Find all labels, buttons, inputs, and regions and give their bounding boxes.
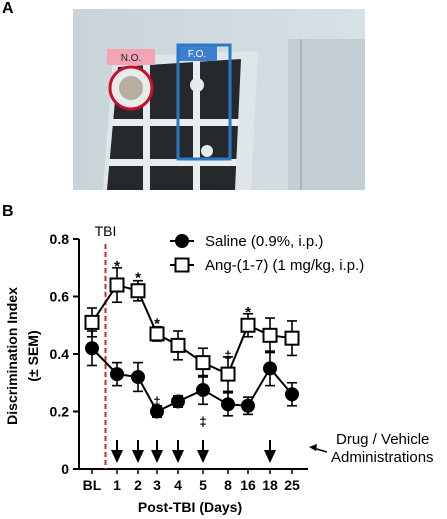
y-axis-title: Discrimination Index <box>4 287 20 425</box>
floor-grid-line <box>143 65 150 190</box>
significance-star: * <box>245 304 251 321</box>
floor-grid-line <box>109 159 237 166</box>
novel-object-tag <box>107 49 155 65</box>
familiar-object-bottom <box>201 145 213 157</box>
drug-arrow-head <box>132 450 144 463</box>
drug-arrow-head <box>172 450 184 463</box>
familiar-object-box <box>176 43 232 161</box>
ang-point <box>240 317 256 333</box>
significance-star: * <box>135 269 141 286</box>
y-tick-label: 0.8 <box>50 231 70 247</box>
panel-a-label: A <box>2 0 14 17</box>
saline-point <box>263 361 277 376</box>
saline-point <box>110 367 124 382</box>
drug-arrow-head <box>264 450 276 463</box>
x-tick-label: 18 <box>262 477 278 493</box>
familiar-object-label: F.O. <box>188 49 206 60</box>
ang-point <box>170 337 186 353</box>
x-tick-label: BL <box>83 477 102 493</box>
drug-label-line1: Drug / Vehicle <box>336 431 429 448</box>
legend-saline-label: Saline (0.9%, i.p.) <box>205 233 323 250</box>
floor-grid-line <box>193 61 200 190</box>
saline-point <box>85 341 99 356</box>
x-tick-label: 4 <box>174 477 182 493</box>
saline-point <box>285 387 299 402</box>
legend-ang-label: Ang-(1-7) (1 mg/kg, i.p.) <box>205 257 364 274</box>
novel-object-label: N.O. <box>121 53 142 64</box>
legend-ang-marker <box>174 257 190 273</box>
ang-point <box>149 326 165 342</box>
drug-label-line2: Administrations <box>331 449 434 466</box>
drug-arrow-head <box>111 450 123 463</box>
tbi-label: TBI <box>95 223 117 239</box>
ang-point <box>262 327 278 343</box>
significance-dagger: ‡ <box>224 348 231 363</box>
drug-arrow-head <box>197 450 209 463</box>
x-axis-title: Post-TBI (Days) <box>138 499 242 515</box>
saline-point <box>150 404 164 419</box>
container-side <box>288 39 365 190</box>
saline-point <box>241 398 255 413</box>
ang-point <box>109 277 125 293</box>
saline-point <box>171 394 185 409</box>
drug-arrow-head <box>151 450 163 463</box>
significance-star: * <box>114 258 120 275</box>
significance-star: * <box>154 315 160 332</box>
novel-object-circle <box>108 65 154 111</box>
x-tick-label: 25 <box>284 477 300 493</box>
x-tick-label: 5 <box>199 477 207 493</box>
floor-grid-line <box>111 119 239 126</box>
y-tick-label: 0.4 <box>50 346 70 362</box>
y-tick-label: 0.2 <box>50 404 70 420</box>
x-tick-label: 16 <box>240 477 256 493</box>
ang-point <box>284 330 300 346</box>
y-tick-label: 0 <box>61 461 69 477</box>
behavior-photo: N.O. F.O. <box>73 9 365 190</box>
panel-b-label: B <box>2 203 14 220</box>
ang-point <box>220 366 236 382</box>
significance-dagger: ‡ <box>199 414 206 429</box>
saline-point <box>131 370 145 384</box>
legend: Saline (0.9%, i.p.) Ang-(1-7) (1 mg/kg, i… <box>170 233 364 274</box>
familiar-object-tag <box>177 45 217 61</box>
x-tick-label: 3 <box>153 477 161 493</box>
familiar-object <box>190 78 204 92</box>
y-tick-label: 0.6 <box>50 289 70 305</box>
discrimination-index-chart: 0 0.2 0.4 0.6 0.8 BL 1 2 3 4 5 8 16 18 25 Post-TBI (Day… <box>4 223 434 515</box>
x-tick-label: 8 <box>224 477 232 493</box>
ang-point <box>130 283 146 299</box>
saline-point <box>221 397 235 412</box>
saline-line <box>91 347 293 413</box>
y-axis-subtitle: (± SEM) <box>25 330 41 381</box>
x-tick-label: 1 <box>113 477 121 493</box>
ang-line <box>91 283 293 376</box>
drug-label-pointer-head <box>309 444 317 451</box>
significance-dagger: ‡ <box>153 394 160 409</box>
x-tick-label: 2 <box>134 477 142 493</box>
ang-point <box>84 314 100 330</box>
saline-point <box>196 382 210 397</box>
ang-point <box>195 355 211 371</box>
